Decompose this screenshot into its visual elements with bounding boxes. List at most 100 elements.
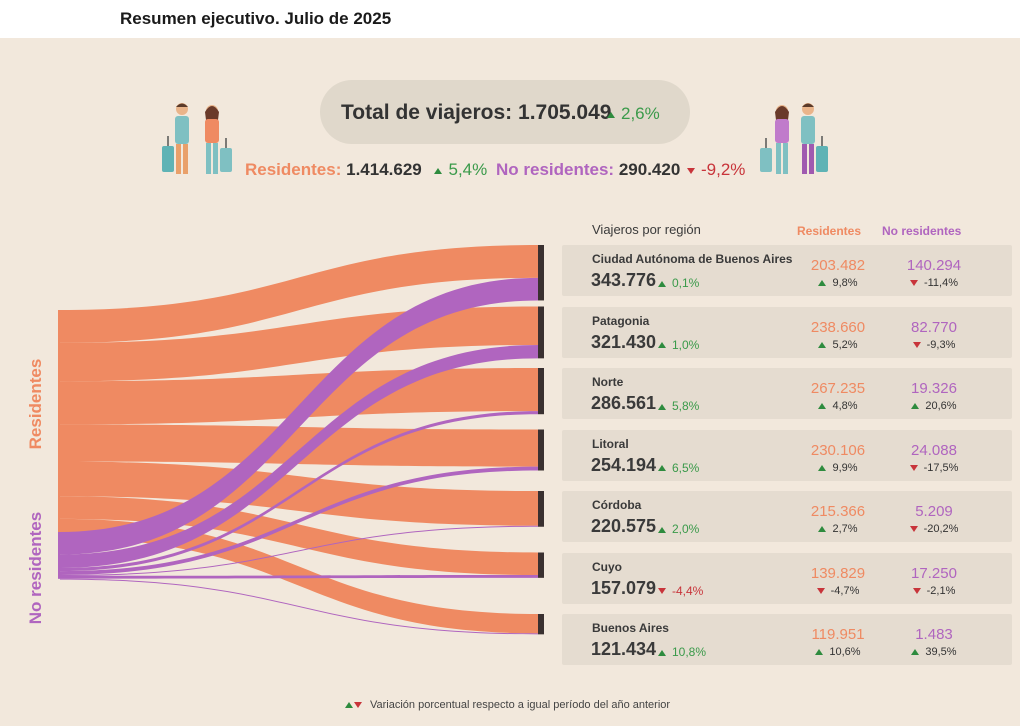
arrow-up-icon — [658, 526, 666, 533]
region-total-variation: 5,8% — [658, 399, 699, 413]
arrow-up-icon — [658, 342, 666, 349]
variation-value: -11,4% — [923, 277, 959, 289]
no-residentes-variation: -17,5% — [889, 462, 979, 474]
residentes-value: 119.951 — [811, 626, 865, 643]
residentes-label: Residentes: — [245, 160, 342, 179]
travelers-icon-left — [162, 103, 232, 174]
target-node-6 — [538, 614, 544, 635]
arrow-down-icon — [912, 587, 921, 594]
arrow-up-icon — [818, 464, 827, 471]
region-name: Ciudad Autónoma de Buenos Aires — [592, 252, 793, 266]
no-residentes-value: 24.088 — [911, 441, 957, 459]
arrow-up-icon — [345, 702, 353, 709]
variation-value: 10,8% — [672, 645, 707, 659]
variation-value: -9,3% — [926, 338, 956, 351]
flow-residentes-3 — [60, 424, 538, 467]
variation-value: -4,7% — [830, 584, 860, 597]
arrow-down-icon — [909, 464, 918, 471]
region-card — [562, 306, 1012, 358]
variation-value: -17,5% — [923, 461, 959, 474]
residentes-value: 267.235 — [810, 380, 866, 397]
flow-no-residentes-4 — [60, 525, 538, 576]
region-name: Córdoba — [592, 498, 642, 512]
region-total-variation: 6,5% — [658, 461, 699, 475]
arrow-down-icon — [816, 587, 825, 594]
region-name: Patagonia — [592, 313, 650, 328]
source-node-no-residentes — [58, 532, 60, 579]
region-name: Buenos Aires — [592, 621, 669, 635]
header-residentes: Residentes — [797, 224, 862, 238]
travelers-icon-right — [760, 103, 828, 174]
header-no-residentes: No residentes — [882, 224, 962, 238]
variation-value: -20,2% — [923, 523, 959, 535]
region-total: 157.079 — [591, 577, 657, 598]
region-total: 254.194 — [591, 454, 657, 475]
no-residentes-value: 5.209 — [915, 503, 953, 520]
arrow-down-icon — [658, 588, 666, 595]
total-value: 1.705.049 — [518, 101, 612, 124]
variation-value: 2,7% — [832, 523, 858, 535]
total-travelers: Total de viajeros: 1.705.049 — [341, 101, 611, 125]
no-residentes-value: 82.770 — [911, 318, 957, 336]
arrow-down-icon — [909, 280, 918, 287]
target-node-1 — [538, 306, 544, 359]
region-total: 121.434 — [591, 639, 657, 659]
arrow-up-icon — [815, 649, 824, 656]
variation-value: 9,8% — [832, 277, 858, 289]
region-total: 321.430 — [591, 331, 657, 352]
no-residentes-value: 17.250 — [911, 564, 957, 582]
flow-residentes-4 — [60, 461, 538, 526]
flow-no-residentes-2 — [60, 411, 538, 572]
variation-value: 20,6% — [925, 400, 957, 412]
header-bar: Resumen ejecutivo. Julio de 2025 — [0, 0, 1024, 38]
arrow-up-icon — [658, 649, 666, 656]
variation-value: 9,9% — [832, 461, 858, 474]
region-name: Litoral — [592, 436, 629, 451]
header-region: Viajeros por región — [592, 222, 701, 237]
target-node-0 — [538, 245, 544, 301]
residentes-variation: 9,9% — [793, 462, 883, 474]
residentes-value: 139.829 — [810, 564, 866, 582]
no-residentes-variation: 20,6% — [889, 400, 979, 412]
residentes-variation: 4,8% — [793, 400, 883, 412]
target-node-5 — [538, 552, 544, 578]
left-label-residentes: Residentes — [26, 358, 45, 450]
residentes-value: 238.660 — [810, 318, 866, 336]
region-total-variation: 10,8% — [658, 645, 706, 659]
arrow-up-icon — [818, 526, 827, 533]
flow-no-residentes-0 — [60, 277, 538, 555]
variation-value: 4,8% — [832, 400, 858, 412]
arrow-up-icon — [911, 649, 920, 656]
region-name: Cuyo — [592, 559, 622, 574]
residentes-value: 230.106 — [810, 441, 866, 459]
no-residentes-summary: No residentes: 290.420 -9,2% — [496, 160, 745, 180]
variation-value: 1,0% — [672, 337, 700, 352]
arrow-up-icon — [434, 167, 443, 174]
arrow-up-icon — [818, 403, 827, 410]
variation-value: 5,2% — [832, 338, 858, 351]
flow-residentes-0 — [60, 245, 538, 343]
region-total: 286.561 — [591, 393, 657, 413]
region-card — [562, 552, 1012, 604]
residentes-variation: 5,2% — [793, 339, 883, 351]
residentes-value: 215.366 — [810, 503, 866, 520]
residentes-variation: 10,6% — [793, 646, 883, 658]
target-node-4 — [538, 491, 544, 527]
region-card — [562, 368, 1012, 419]
residentes-variation: 5,4% — [434, 160, 487, 179]
flow-residentes-2 — [60, 368, 538, 425]
variation-value: 10,6% — [829, 646, 861, 658]
arrow-down-icon — [354, 702, 362, 709]
no-residentes-variation: -2,1% — [889, 585, 979, 597]
source-node-residentes — [58, 310, 60, 539]
arrow-up-icon — [607, 111, 615, 118]
arrow-down-icon — [909, 526, 918, 533]
variation-value: 6,5% — [672, 460, 700, 475]
no-residentes-variation: -11,4% — [889, 277, 979, 289]
flow-no-residentes-1 — [60, 344, 538, 568]
flow-no-residentes-6 — [60, 578, 538, 635]
region-card — [562, 429, 1012, 481]
region-card — [562, 614, 1012, 665]
no-residentes-variation: -9,2% — [687, 160, 745, 179]
